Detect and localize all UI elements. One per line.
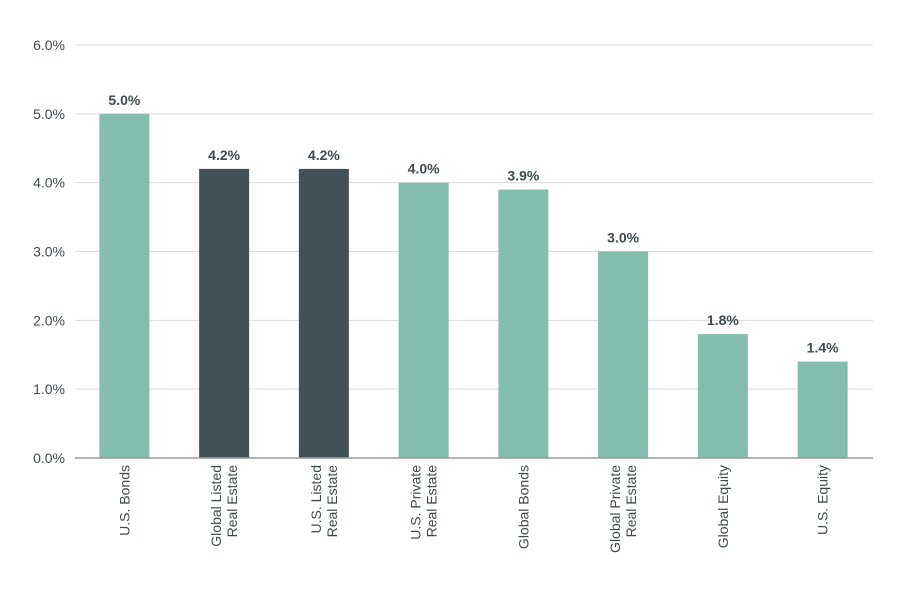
bar (398, 182, 449, 458)
x-tick-label: Real Estate (623, 465, 639, 538)
x-tick-label: U.S. Bonds (116, 465, 132, 536)
y-tick-label: 0.0% (33, 450, 65, 466)
x-tick-label: U.S. Listed (308, 465, 324, 533)
y-tick-label: 2.0% (33, 312, 65, 328)
data-label: 3.0% (607, 230, 639, 246)
x-tick-label: Real Estate (324, 465, 340, 538)
x-tick-label: Global Private (607, 465, 623, 553)
data-label: 1.4% (807, 340, 839, 356)
x-tick-label: Real Estate (224, 465, 240, 538)
data-label: 4.2% (308, 147, 340, 163)
bar (598, 251, 649, 458)
x-tick-label: U.S. Private (408, 465, 424, 540)
y-tick-label: 1.0% (33, 381, 65, 397)
bar (797, 361, 848, 458)
y-tick-label: 4.0% (33, 175, 65, 191)
bar (99, 113, 150, 458)
y-tick-label: 6.0% (33, 37, 65, 53)
x-tick-label: Global Equity (715, 465, 731, 548)
bar (298, 168, 349, 458)
bar (697, 334, 748, 458)
bar (498, 189, 549, 459)
y-tick-label: 3.0% (33, 244, 65, 260)
y-tick-label: 5.0% (33, 106, 65, 122)
bar (199, 168, 250, 458)
x-tick-label: Real Estate (424, 465, 440, 538)
x-tick-label: Global Bonds (515, 465, 531, 549)
data-label: 3.9% (507, 168, 539, 184)
data-label: 5.0% (108, 92, 140, 108)
x-tick-label: Global Listed (208, 465, 224, 547)
data-label: 1.8% (707, 312, 739, 328)
data-label: 4.2% (208, 147, 240, 163)
x-tick-label: U.S. Equity (815, 465, 831, 535)
data-label: 4.0% (408, 161, 440, 177)
